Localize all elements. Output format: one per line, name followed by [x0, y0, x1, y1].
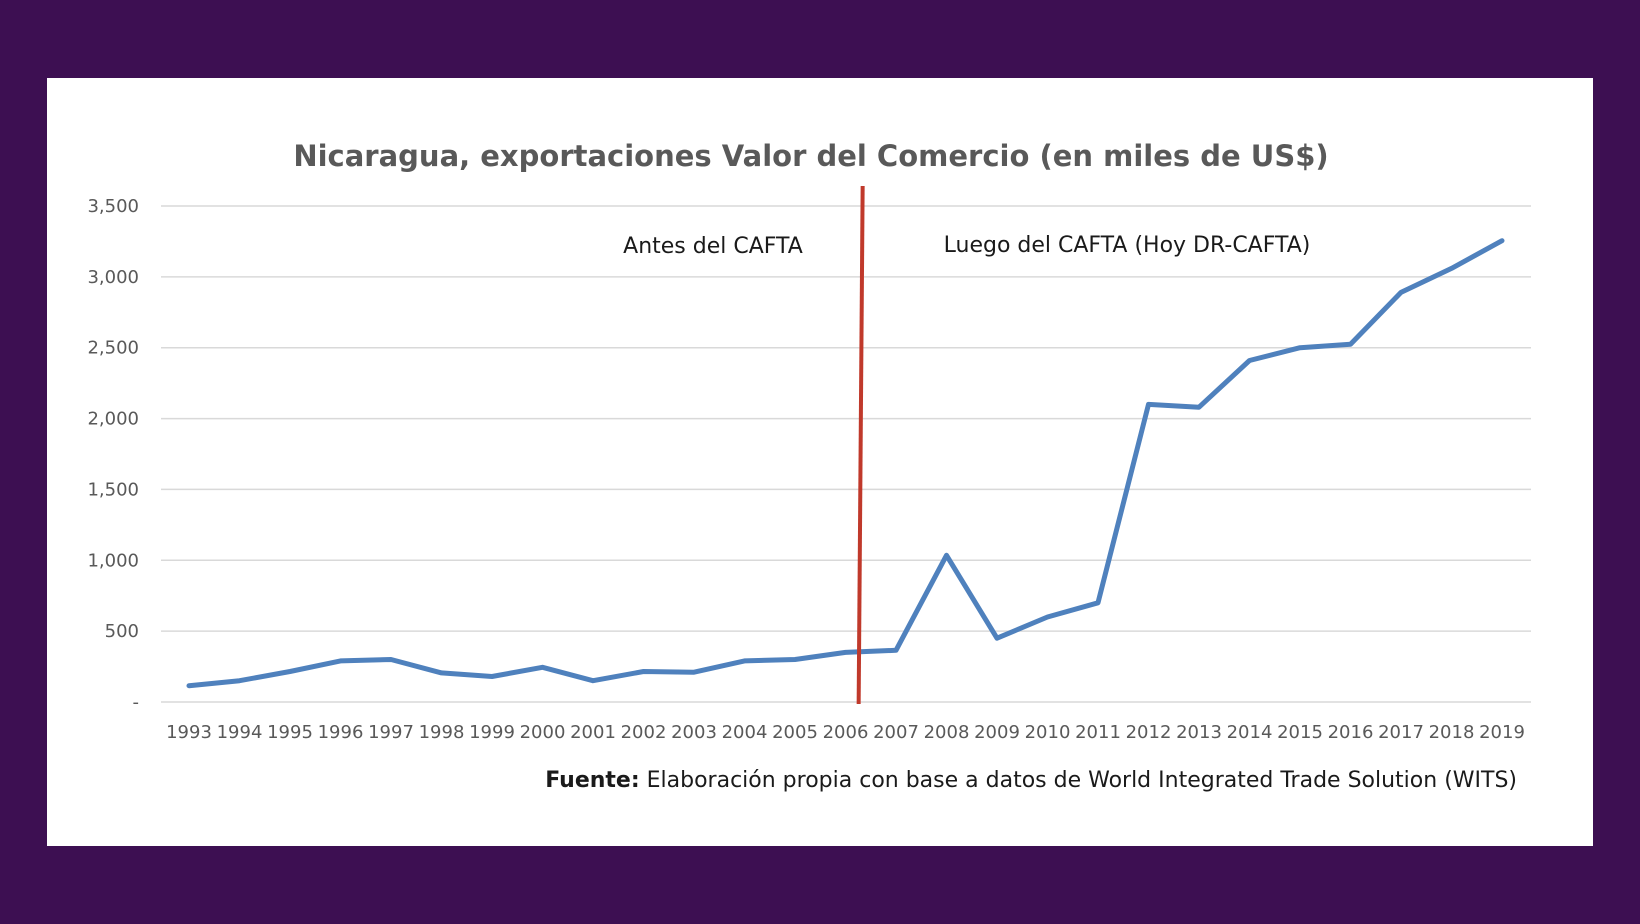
x-tick-label: 2017: [1378, 722, 1424, 743]
y-tick-label: 500: [105, 621, 139, 642]
x-tick-label: 1997: [368, 722, 414, 743]
x-tick-label: 2009: [974, 722, 1020, 743]
data-point: [793, 657, 797, 661]
x-tick-label: 1995: [267, 722, 313, 743]
cafta-divider-line: [856, 185, 865, 705]
data-point: [1399, 290, 1403, 294]
x-tick-label: 2013: [1176, 722, 1222, 743]
data-point: [1298, 346, 1302, 350]
chart-card: Nicaragua, exportaciones Valor del Comer…: [47, 78, 1593, 846]
x-tick-label: 2007: [873, 722, 919, 743]
data-point: [844, 650, 847, 654]
series-layer: [186, 238, 1505, 689]
data-point: [743, 659, 746, 663]
x-tick-label: 2000: [520, 722, 566, 743]
x-tick-label: 2015: [1277, 722, 1323, 743]
data-point: [995, 636, 999, 640]
source-label: Fuente:: [545, 768, 640, 793]
data-point: [894, 648, 898, 652]
data-point: [1349, 342, 1352, 346]
y-tick-label: 3,500: [87, 196, 139, 217]
data-point: [1450, 266, 1453, 270]
data-point: [1500, 239, 1504, 243]
x-tick-label: 1999: [469, 722, 515, 743]
y-tick-label: 2,000: [87, 409, 139, 430]
x-tick-label: 2012: [1126, 722, 1172, 743]
data-point: [1197, 405, 1201, 409]
x-tick-label: 2006: [823, 722, 869, 743]
y-tick-label: 2,500: [87, 338, 139, 359]
source-text: Elaboración propia con base a datos de W…: [639, 768, 1517, 793]
data-point: [440, 671, 443, 675]
x-tick-label: 1994: [217, 722, 263, 743]
data-point: [187, 684, 191, 688]
data-point: [591, 679, 595, 683]
data-point: [692, 670, 696, 674]
x-tick-label: 1998: [419, 722, 465, 743]
x-tick-label: 2002: [621, 722, 667, 743]
annotation-after-cafta: Luego del CAFTA (Hoy DR-CAFTA): [944, 233, 1311, 258]
data-point: [1248, 358, 1251, 362]
data-point: [1147, 402, 1150, 406]
x-tick-label: 2011: [1075, 722, 1121, 743]
data-point: [541, 665, 544, 669]
data-point: [389, 657, 393, 661]
x-tick-label: 2010: [1025, 722, 1071, 743]
annotation-before-cafta: Antes del CAFTA: [623, 234, 803, 259]
data-point: [1046, 615, 1049, 619]
y-tick-label: 3,000: [87, 267, 139, 288]
x-tick-label: 2016: [1328, 722, 1374, 743]
x-tick-label: 2014: [1227, 722, 1273, 743]
x-tick-label: 2019: [1479, 722, 1525, 743]
data-point: [945, 553, 948, 557]
data-point: [339, 659, 342, 663]
x-tick-label: 2018: [1429, 722, 1475, 743]
y-tick-label: 1,500: [87, 479, 139, 500]
x-tick-label: 2001: [570, 722, 616, 743]
x-tick-label: 2008: [924, 722, 970, 743]
data-point: [642, 670, 645, 674]
x-tick-label: 1996: [318, 722, 364, 743]
data-point: [288, 670, 292, 674]
data-point: [238, 679, 241, 683]
gridlines: [161, 205, 1531, 703]
x-tick-label: 2003: [671, 722, 717, 743]
cafta-divider: [856, 185, 865, 705]
y-tick-label: 1,000: [87, 550, 139, 571]
data-point: [1096, 601, 1100, 605]
x-tick-label: 2005: [772, 722, 818, 743]
source-note: Fuente: Elaboración propia con base a da…: [545, 768, 1517, 793]
data-point: [490, 674, 494, 678]
x-tick-label: 1993: [166, 722, 212, 743]
x-axis-ticks: 1993 1994 1995 1996 1997 1998 1999 2000 2001 2002…: [166, 722, 1525, 743]
y-axis-ticks: - 500 1,000 1,500 2,000 2,500 3,000 3,500: [87, 196, 139, 713]
y-tick-label: -: [133, 692, 140, 713]
chart-title: Nicaragua, exportaciones Valor del Comer…: [293, 139, 1328, 173]
series-line: [186, 238, 1505, 689]
x-tick-label: 2004: [722, 722, 768, 743]
line-chart: Nicaragua, exportaciones Valor del Comer…: [87, 139, 1531, 743]
